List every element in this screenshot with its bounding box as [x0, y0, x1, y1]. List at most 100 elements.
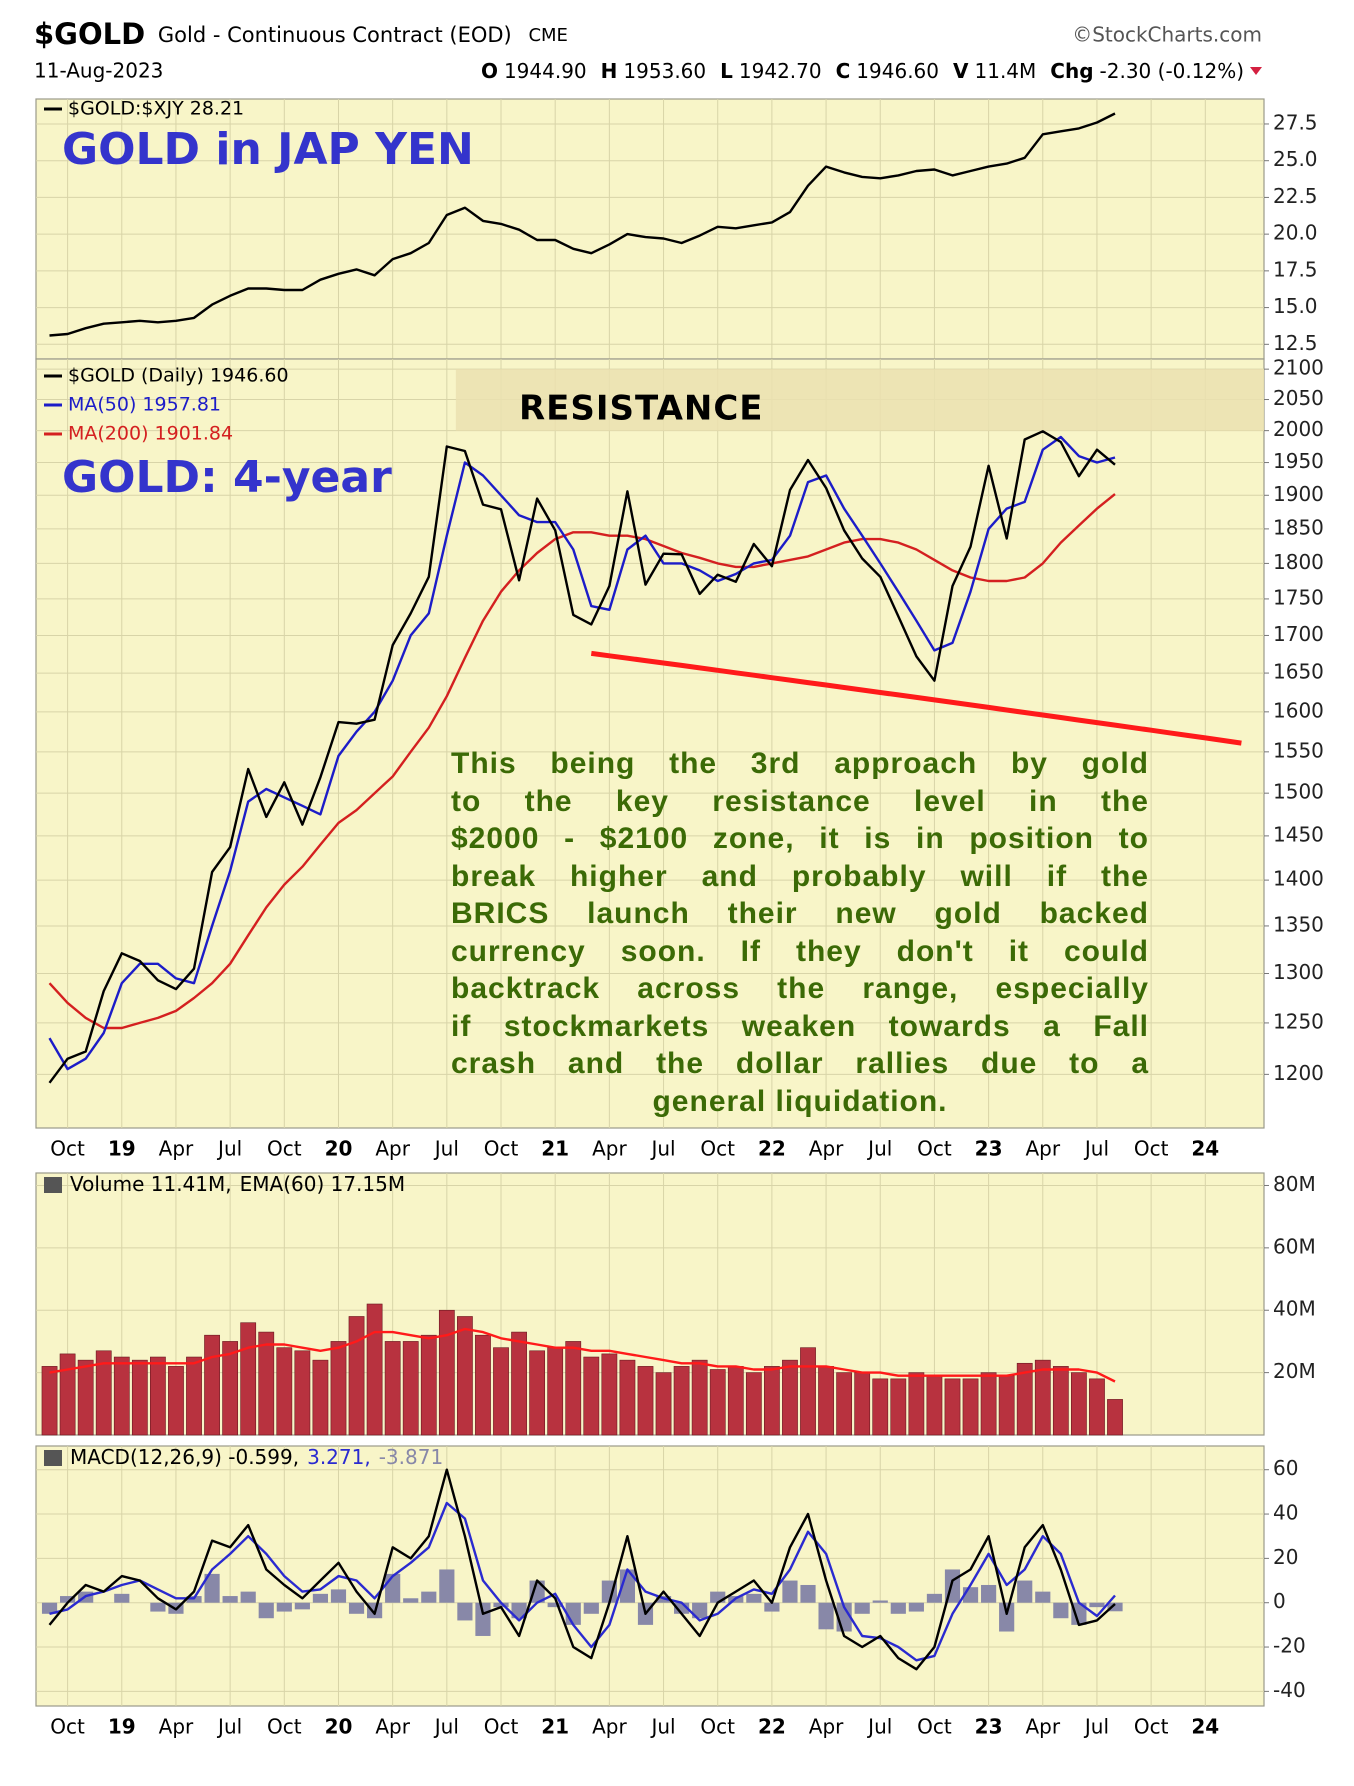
x-tick-label: Apr [809, 1137, 844, 1161]
bar [59, 1353, 76, 1436]
bar [384, 1341, 401, 1436]
bar [475, 1334, 491, 1436]
y-tick-label: -40 [1273, 1678, 1306, 1702]
bar [1071, 1602, 1087, 1625]
bar [854, 1602, 870, 1614]
bar [583, 1602, 599, 1614]
x-tick-label: 21 [541, 1137, 569, 1161]
annotation-line: $2000 - $2100 zone, it is in position to [451, 822, 1149, 855]
x-tick-label: Oct [267, 1715, 302, 1739]
x-tick-label: Oct [917, 1715, 952, 1739]
x-tick-label: 21 [541, 1715, 569, 1739]
y-tick-label: 1550 [1273, 738, 1324, 762]
series-line [48, 430, 1116, 1084]
series-line [48, 493, 1116, 1030]
series-line [48, 435, 1116, 1071]
y-tick-label: 60M [1273, 1234, 1316, 1258]
header-title: $GOLD Gold - Continuous Contract (EOD) C… [34, 17, 568, 51]
bar [1052, 1366, 1069, 1436]
bar [872, 1600, 888, 1603]
bar [818, 1602, 834, 1630]
y-tick-label: 20.0 [1273, 221, 1318, 245]
bar [258, 1602, 274, 1619]
bar [908, 1372, 925, 1436]
x-tick-label: Oct [700, 1715, 735, 1739]
y-tick-label: 1950 [1273, 449, 1324, 473]
legend-label: MA(50) 1957.81 [68, 394, 221, 416]
bar [41, 1602, 58, 1614]
bar [1089, 1378, 1105, 1436]
x-tick-label: Oct [700, 1137, 735, 1161]
series-line [48, 1468, 1116, 1671]
bar [113, 1356, 130, 1436]
x-tick-label: 20 [325, 1137, 353, 1161]
annotation-line: to the key resistance level in the [451, 784, 1149, 818]
bar [782, 1359, 798, 1436]
legend-label: $GOLD:$XJY 28.21 [68, 98, 244, 120]
bar [475, 1602, 491, 1636]
bar [691, 1359, 708, 1436]
symbol: $GOLD [34, 17, 145, 51]
bar [385, 1573, 401, 1603]
x-tick-label: Oct [50, 1137, 85, 1161]
x-tick-label: Oct [1134, 1137, 1169, 1161]
x-tick-label: Jul [1083, 1137, 1109, 1161]
bar [330, 1341, 347, 1436]
x-tick-label: Oct [484, 1715, 519, 1739]
legend-label: 3.271, [307, 1445, 371, 1469]
bar [348, 1602, 365, 1614]
series-line [49, 1501, 1116, 1662]
bar [926, 1375, 943, 1436]
x-tick-label: Oct [484, 1137, 519, 1161]
x-tick-label: 24 [1191, 1137, 1219, 1161]
x-tick-label: Oct [50, 1715, 85, 1739]
x-tick-label: Apr [159, 1715, 194, 1739]
resistance-zone [455, 369, 1264, 431]
quote-key: O [481, 59, 498, 83]
x-tick-label: Apr [592, 1137, 627, 1161]
bar [908, 1602, 924, 1612]
bar [980, 1372, 997, 1436]
x-tick-label: 24 [1191, 1715, 1219, 1739]
bar [637, 1366, 654, 1436]
bar [872, 1378, 889, 1436]
bar [565, 1341, 582, 1436]
bar [890, 1602, 906, 1614]
bar [890, 1378, 907, 1436]
bar [186, 1356, 202, 1436]
annotation-line: This being the 3rd approach by gold [451, 747, 1149, 780]
panel-title: GOLD in JAP YEN [62, 124, 474, 175]
y-tick-label: 1900 [1273, 482, 1324, 506]
bar [511, 1602, 527, 1619]
legend: Volume 11.41M, EMA(60) 17.15M [70, 1172, 405, 1196]
quote-value: 1942.70 [739, 59, 822, 83]
quote-key: C [836, 59, 851, 83]
bar [800, 1347, 816, 1436]
bar [60, 1596, 76, 1603]
source: ©StockCharts.com [1072, 23, 1262, 47]
bar [366, 1303, 383, 1436]
quote-value: -2.30 (-0.12%) [1100, 59, 1244, 83]
annotation-line: currency soon. If they don't it could [451, 934, 1149, 968]
y-tick-label: 1400 [1273, 867, 1324, 891]
y-tick-label: 15.0 [1273, 294, 1318, 318]
y-tick-label: 60 [1273, 1456, 1298, 1480]
y-tick-label: 1700 [1273, 622, 1324, 646]
bar [204, 1573, 220, 1603]
legend-label: $GOLD (Daily) 1946.60 [68, 365, 289, 387]
bar [150, 1602, 166, 1612]
x-tick-label: Jul [866, 1137, 892, 1161]
bar [222, 1341, 239, 1436]
y-tick-label: 1800 [1273, 550, 1324, 574]
bar [727, 1366, 744, 1436]
panel-background [35, 1445, 1265, 1707]
y-tick-label: 22.5 [1273, 184, 1318, 208]
bar [402, 1341, 419, 1436]
x-tick-label: 19 [108, 1137, 136, 1161]
change-arrow [1250, 67, 1262, 75]
y-tick-label: 80M [1273, 1172, 1316, 1196]
bar [312, 1593, 329, 1603]
x-tick-label: 22 [758, 1715, 786, 1739]
bar [114, 1593, 130, 1603]
